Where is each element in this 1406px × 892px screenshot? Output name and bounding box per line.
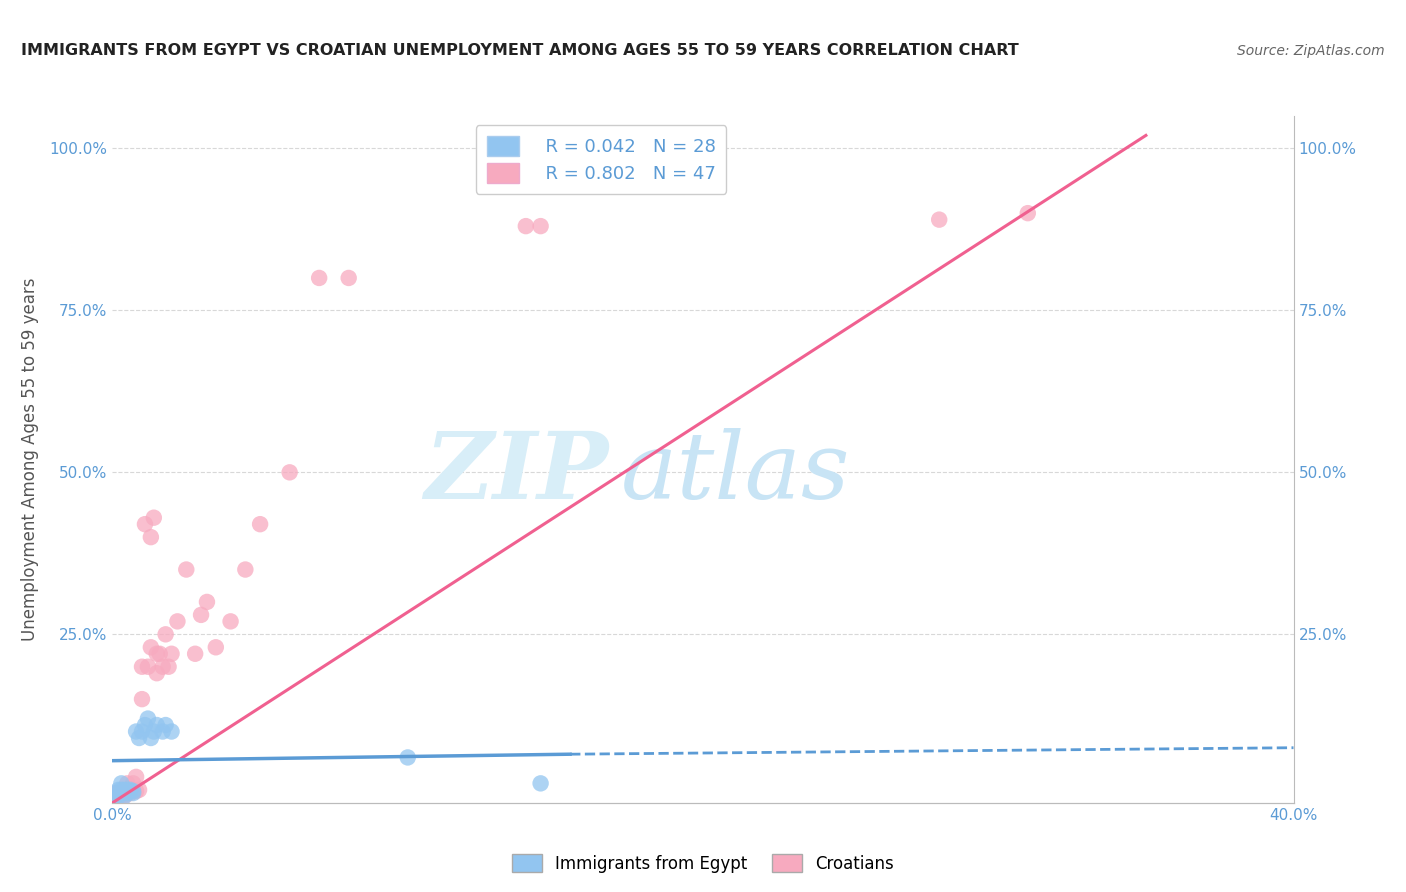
Point <box>131 659 153 673</box>
Legend:   R = 0.042   N = 28,   R = 0.802   N = 47: R = 0.042 N = 28, R = 0.802 N = 47 <box>475 125 727 194</box>
Point <box>152 659 174 673</box>
Point <box>120 782 142 797</box>
Point <box>110 789 132 804</box>
Point <box>160 724 183 739</box>
Point <box>117 786 138 800</box>
Point <box>110 782 132 797</box>
Point <box>529 776 551 790</box>
Text: IMMIGRANTS FROM EGYPT VS CROATIAN UNEMPLOYMENT AMONG AGES 55 TO 59 YEARS CORRELA: IMMIGRANTS FROM EGYPT VS CROATIAN UNEMPL… <box>21 43 1019 58</box>
Point <box>107 782 129 797</box>
Point <box>104 789 127 804</box>
Point <box>174 562 197 576</box>
Point <box>128 782 150 797</box>
Point <box>128 731 150 745</box>
Point <box>152 724 174 739</box>
Point <box>122 776 145 790</box>
Point <box>107 789 129 804</box>
Point <box>136 659 159 673</box>
Point <box>120 782 142 797</box>
Point <box>146 718 169 732</box>
Point <box>515 219 537 233</box>
Point <box>142 510 165 524</box>
Point <box>139 731 162 745</box>
Point <box>149 647 172 661</box>
Point <box>107 789 129 804</box>
Point <box>120 786 142 800</box>
Point <box>160 647 183 661</box>
Point <box>146 647 169 661</box>
Point <box>308 271 330 285</box>
Point <box>125 724 148 739</box>
Point <box>120 784 142 798</box>
Point <box>190 607 212 622</box>
Point <box>112 789 135 804</box>
Point <box>112 782 135 797</box>
Point <box>205 640 228 655</box>
Point <box>146 666 169 681</box>
Text: atlas: atlas <box>620 428 849 518</box>
Point <box>112 786 135 800</box>
Point <box>337 271 360 285</box>
Point <box>142 724 165 739</box>
Point <box>166 615 188 629</box>
Point <box>134 517 156 532</box>
Point <box>104 786 127 800</box>
Y-axis label: Unemployment Among Ages 55 to 59 years: Unemployment Among Ages 55 to 59 years <box>21 277 38 641</box>
Point <box>117 776 138 790</box>
Point <box>104 786 127 800</box>
Point <box>110 776 132 790</box>
Text: ZIP: ZIP <box>425 428 609 518</box>
Point <box>110 786 132 800</box>
Point <box>928 212 950 227</box>
Point <box>117 786 138 800</box>
Point <box>112 789 135 804</box>
Point <box>134 718 156 732</box>
Point <box>131 724 153 739</box>
Point <box>139 640 162 655</box>
Point <box>125 770 148 784</box>
Legend: Immigrants from Egypt, Croatians: Immigrants from Egypt, Croatians <box>505 847 901 880</box>
Point <box>278 466 301 480</box>
Point <box>107 786 129 800</box>
Point <box>104 789 127 804</box>
Point <box>155 718 177 732</box>
Point <box>396 750 419 764</box>
Text: Source: ZipAtlas.com: Source: ZipAtlas.com <box>1237 44 1385 58</box>
Point <box>122 786 145 800</box>
Point <box>155 627 177 641</box>
Point <box>136 712 159 726</box>
Point <box>125 784 148 798</box>
Point <box>117 782 138 797</box>
Point <box>157 659 180 673</box>
Point <box>184 647 207 661</box>
Point <box>249 517 271 532</box>
Point <box>110 786 132 800</box>
Point <box>529 219 551 233</box>
Point <box>131 692 153 706</box>
Point <box>233 562 256 576</box>
Point <box>139 530 162 544</box>
Point <box>219 615 242 629</box>
Point <box>195 595 218 609</box>
Point <box>122 782 145 797</box>
Point <box>122 784 145 798</box>
Point <box>1017 206 1039 220</box>
